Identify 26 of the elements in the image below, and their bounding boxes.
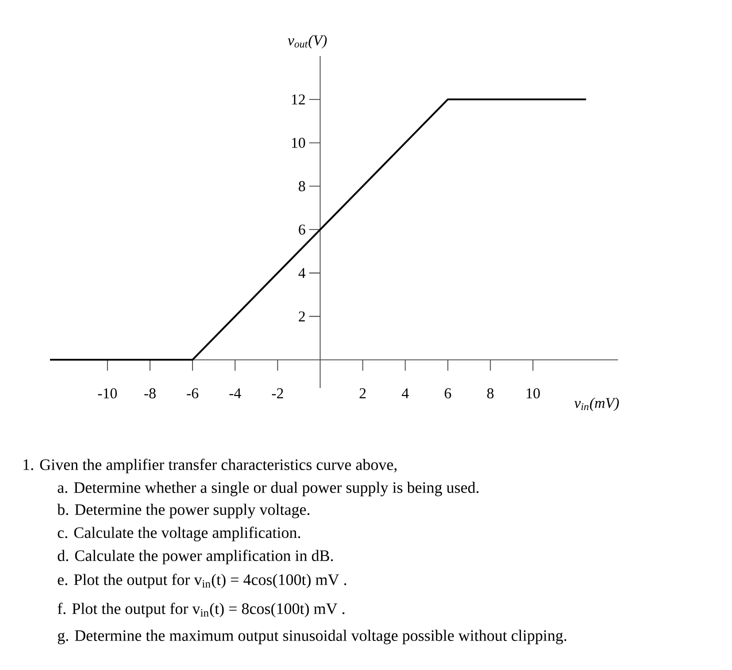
- x-tick-label: 8: [487, 388, 494, 398]
- y-tick-label: 12: [292, 94, 305, 104]
- x-tick-label: 2: [360, 388, 366, 398]
- text: g. Determine the maximum output sinusoidal voltage possible without clipping.: [58, 630, 566, 644]
- x-tick-label: -6: [186, 388, 198, 398]
- x-tick-label: -2: [272, 388, 284, 398]
- y-tick-label: 6: [298, 224, 306, 235]
- text: a. Determine whether a single or dual power supply is being used.: [58, 482, 478, 496]
- x-axis-title: v$_{in}$(mV): [574, 398, 619, 412]
- text: b. Determine the power supply voltage.: [57, 504, 310, 518]
- text: 1. Given the amplifier transfer characteristics curve above,: [24, 458, 397, 474]
- x-tick-label: -4: [229, 388, 242, 398]
- text: f. Plot the output for v$_{in}$(t) = 8cos(100t) mV .: [58, 602, 344, 618]
- y-tick-label: 2: [298, 311, 305, 322]
- x-tick-label: -8: [144, 388, 156, 398]
- y-tick-label: 10: [292, 138, 306, 148]
- y-tick-label: 4: [298, 268, 306, 278]
- x-tick-label: -10: [98, 388, 117, 398]
- text: e. Plot the output for v$_{in}$(t) = 4cos(100t) mV .: [58, 574, 346, 588]
- y-tick-label: 8: [298, 181, 306, 192]
- text: c. Calculate the voltage amplification.: [58, 526, 300, 542]
- x-tick-label: 6: [444, 388, 452, 398]
- x-tick-label: 10: [526, 388, 540, 398]
- y-axis-title: v$_{out}$(V): [288, 34, 327, 48]
- x-tick-label: 4: [402, 388, 409, 398]
- text: d. Calculate the power amplification in dB.: [58, 550, 333, 564]
